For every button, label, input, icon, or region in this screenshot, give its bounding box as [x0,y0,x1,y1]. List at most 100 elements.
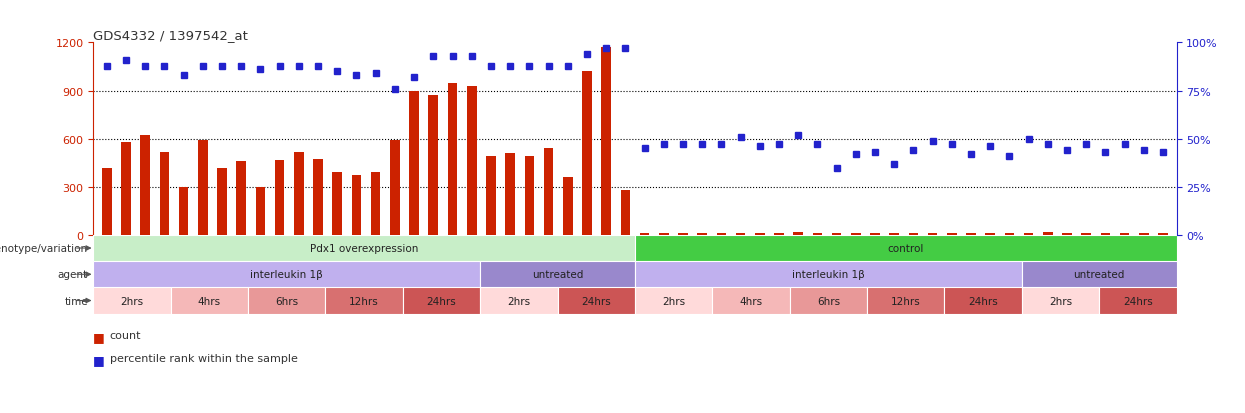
Bar [93,235,635,261]
Text: time: time [65,296,88,306]
Text: agent: agent [57,270,88,280]
Bar [217,168,227,235]
Text: 24hrs: 24hrs [969,296,998,306]
Bar [93,261,481,288]
Bar [486,157,496,235]
Bar [889,233,899,235]
Bar [467,87,477,235]
Bar [813,233,822,235]
Text: 12hrs: 12hrs [891,296,920,306]
Bar [237,162,247,235]
Text: 6hrs: 6hrs [275,296,299,306]
Bar [789,288,867,314]
Text: ■: ■ [93,353,105,366]
Bar [909,233,919,235]
Bar [1005,233,1015,235]
Text: 2hrs: 2hrs [507,296,530,306]
Bar [505,154,515,235]
Bar [524,157,534,235]
Bar [102,168,112,235]
Bar [947,233,956,235]
Bar [275,160,284,235]
Bar [793,233,803,235]
Text: GDS4332 / 1397542_at: GDS4332 / 1397542_at [93,29,248,42]
Bar [754,233,764,235]
Bar [171,288,248,314]
Bar [966,233,976,235]
Text: 4hrs: 4hrs [740,296,763,306]
Bar [852,233,860,235]
Text: untreated: untreated [532,270,583,280]
Bar [1022,288,1099,314]
Text: 2hrs: 2hrs [662,296,685,306]
Bar [248,288,325,314]
Bar [403,288,481,314]
Bar [1119,233,1129,235]
Bar [1158,233,1168,235]
Bar [371,173,381,235]
Bar [1082,233,1091,235]
Bar [1101,233,1111,235]
Text: 24hrs: 24hrs [581,296,611,306]
Text: 24hrs: 24hrs [427,296,457,306]
Bar [93,288,171,314]
Bar [558,288,635,314]
Bar [159,152,169,235]
Bar [867,288,945,314]
Bar [832,233,842,235]
Bar [544,149,553,235]
Bar [121,142,131,235]
Bar [659,233,669,235]
Bar [640,233,650,235]
Bar [945,288,1022,314]
Bar [635,235,1177,261]
Text: untreated: untreated [1073,270,1124,280]
Bar [1139,233,1149,235]
Bar [428,96,438,235]
Text: 12hrs: 12hrs [350,296,378,306]
Text: 4hrs: 4hrs [198,296,222,306]
Bar [481,261,635,288]
Bar [351,176,361,235]
Bar [717,233,726,235]
Text: control: control [888,243,924,254]
Bar [986,233,995,235]
Bar [141,136,151,235]
Bar [679,233,687,235]
Text: 24hrs: 24hrs [1123,296,1153,306]
Bar [563,178,573,235]
Bar [697,233,707,235]
Bar [481,288,558,314]
Bar [179,188,188,235]
Bar [736,233,746,235]
Bar [255,188,265,235]
Bar [1043,233,1053,235]
Bar [635,261,1022,288]
Text: 2hrs: 2hrs [121,296,143,306]
Bar [601,48,611,235]
Bar [712,288,789,314]
Bar [1023,233,1033,235]
Bar [635,288,712,314]
Bar [774,233,784,235]
Bar [928,233,937,235]
Bar [1062,233,1072,235]
Bar [314,159,322,235]
Bar [1022,261,1177,288]
Bar [390,141,400,235]
Bar [332,173,342,235]
Text: interleukin 1β: interleukin 1β [250,270,324,280]
Bar [448,83,457,235]
Bar [870,233,880,235]
Text: ■: ■ [93,330,105,343]
Bar [583,72,591,235]
Bar [325,288,403,314]
Text: count: count [110,330,141,340]
Text: genotype/variation: genotype/variation [0,243,88,254]
Bar [620,190,630,235]
Bar [294,152,304,235]
Text: Pdx1 overexpression: Pdx1 overexpression [310,243,418,254]
Bar [1099,288,1177,314]
Bar [410,91,418,235]
Bar [198,141,208,235]
